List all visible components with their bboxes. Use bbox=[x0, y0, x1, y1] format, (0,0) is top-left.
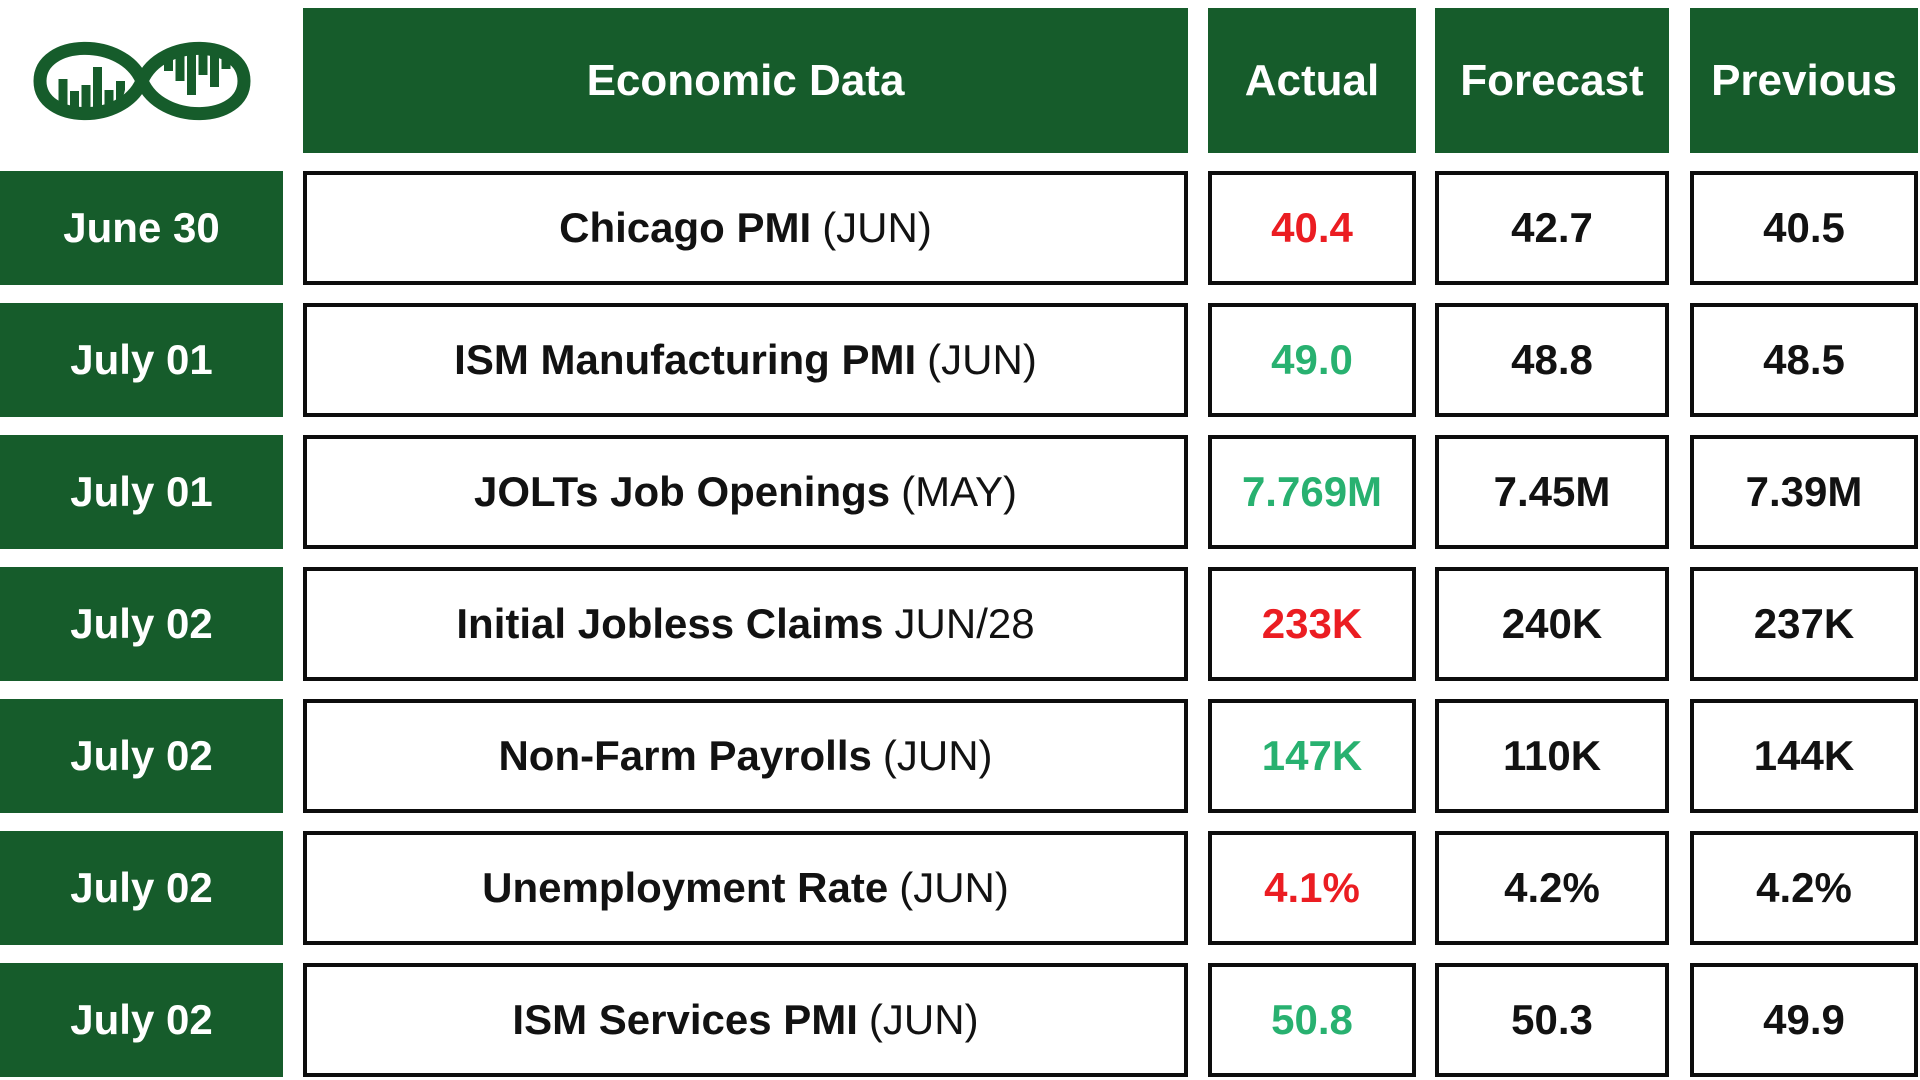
date-cell-unemployment-rate: July 02 bbox=[0, 831, 283, 945]
actual-cell: 233K bbox=[1208, 567, 1416, 681]
forecast-cell: 110K bbox=[1435, 699, 1669, 813]
indicator-name: Unemployment Rate bbox=[482, 864, 889, 911]
date-label: July 01 bbox=[70, 336, 213, 383]
indicator-cell-ism-manufacturing: ISM Manufacturing PMI (JUN) bbox=[303, 303, 1188, 417]
actual-cell: 147K bbox=[1208, 699, 1416, 813]
actual-cell: 4.1% bbox=[1208, 831, 1416, 945]
actual-value: 4.1% bbox=[1264, 864, 1360, 911]
date-cell-nonfarm-payrolls: July 02 bbox=[0, 699, 283, 813]
forecast-cell: 7.45M bbox=[1435, 435, 1669, 549]
previous-cell: 4.2% bbox=[1690, 831, 1918, 945]
previous-value: 7.39M bbox=[1745, 468, 1863, 515]
previous-cell: 144K bbox=[1690, 699, 1918, 813]
header-previous-label: Previous bbox=[1711, 55, 1897, 105]
date-cell-jobless-claims: July 02 bbox=[0, 567, 283, 681]
indicator-cell-ism-services: ISM Services PMI (JUN) bbox=[303, 963, 1188, 1077]
indicator-name: Initial Jobless Claims bbox=[456, 600, 884, 647]
indicator-name: Chicago PMI bbox=[559, 204, 812, 251]
date-label: July 02 bbox=[70, 600, 213, 647]
forecast-cell: 48.8 bbox=[1435, 303, 1669, 417]
indicator-cell-chicago-pmi: Chicago PMI (JUN) bbox=[303, 171, 1188, 285]
header-economic-data: Economic Data bbox=[303, 8, 1188, 153]
date-label: June 30 bbox=[63, 204, 220, 251]
previous-value: 144K bbox=[1753, 732, 1855, 779]
previous-value: 4.2% bbox=[1756, 864, 1852, 911]
actual-value: 147K bbox=[1261, 732, 1363, 779]
forecast-value: 50.3 bbox=[1511, 996, 1593, 1043]
actual-value: 49.0 bbox=[1271, 336, 1353, 383]
previous-value: 40.5 bbox=[1763, 204, 1845, 251]
header-forecast: Forecast bbox=[1435, 8, 1669, 153]
actual-value: 7.769M bbox=[1241, 468, 1383, 515]
indicator-period: (MAY) bbox=[901, 468, 1018, 515]
date-label: July 02 bbox=[70, 996, 213, 1043]
actual-cell: 49.0 bbox=[1208, 303, 1416, 417]
previous-cell: 48.5 bbox=[1690, 303, 1918, 417]
indicator-period: (JUN) bbox=[927, 336, 1037, 383]
previous-cell: 7.39M bbox=[1690, 435, 1918, 549]
forecast-value: 110K bbox=[1502, 732, 1602, 779]
forecast-value: 42.7 bbox=[1511, 204, 1593, 251]
previous-value: 49.9 bbox=[1763, 996, 1845, 1043]
date-cell-chicago-pmi: June 30 bbox=[0, 171, 283, 285]
previous-value: 237K bbox=[1753, 600, 1855, 647]
indicator-period: (JUN) bbox=[882, 732, 993, 779]
date-label: July 02 bbox=[70, 732, 213, 779]
actual-cell: 40.4 bbox=[1208, 171, 1416, 285]
date-cell-ism-services: July 02 bbox=[0, 963, 283, 1077]
indicator-period: JUN/28 bbox=[894, 600, 1035, 647]
actual-value: 50.8 bbox=[1271, 996, 1353, 1043]
indicator-period: (JUN) bbox=[868, 996, 979, 1043]
indicator-name: JOLTs Job Openings bbox=[473, 468, 891, 515]
previous-cell: 49.9 bbox=[1690, 963, 1918, 1077]
indicator-cell-jobless-claims: Initial Jobless Claims JUN/28 bbox=[303, 567, 1188, 681]
indicator-cell-unemployment-rate: Unemployment Rate (JUN) bbox=[303, 831, 1188, 945]
actual-value: 40.4 bbox=[1271, 204, 1353, 251]
header-actual-label: Actual bbox=[1244, 55, 1380, 105]
date-cell-ism-manufacturing: July 01 bbox=[0, 303, 283, 417]
indicator-name: ISM Manufacturing PMI bbox=[454, 336, 917, 383]
logo-cell bbox=[0, 8, 283, 153]
forecast-cell: 4.2% bbox=[1435, 831, 1669, 945]
forecast-value: 48.8 bbox=[1511, 336, 1593, 383]
previous-cell: 40.5 bbox=[1690, 171, 1918, 285]
forecast-cell: 240K bbox=[1435, 567, 1669, 681]
infinity-bar-chart-logo-icon bbox=[32, 41, 251, 120]
forecast-value: 4.2% bbox=[1504, 864, 1600, 911]
indicator-name: Non-Farm Payrolls bbox=[498, 732, 872, 779]
forecast-value: 240K bbox=[1501, 600, 1603, 647]
header-actual: Actual bbox=[1208, 8, 1416, 153]
date-cell-jolts: July 01 bbox=[0, 435, 283, 549]
actual-value: 233K bbox=[1261, 600, 1363, 647]
header-forecast-label: Forecast bbox=[1460, 55, 1644, 105]
previous-value: 48.5 bbox=[1763, 336, 1845, 383]
indicator-period: (JUN) bbox=[899, 864, 1009, 911]
forecast-value: 7.45M bbox=[1493, 468, 1611, 515]
indicator-cell-nonfarm-payrolls: Non-Farm Payrolls (JUN) bbox=[303, 699, 1188, 813]
header-previous: Previous bbox=[1690, 8, 1918, 153]
indicator-cell-jolts: JOLTs Job Openings (MAY) bbox=[303, 435, 1188, 549]
date-label: July 01 bbox=[70, 468, 213, 515]
previous-cell: 237K bbox=[1690, 567, 1918, 681]
header-economic-data-label: Economic Data bbox=[586, 55, 905, 105]
actual-cell: 50.8 bbox=[1208, 963, 1416, 1077]
forecast-cell: 42.7 bbox=[1435, 171, 1669, 285]
indicator-period: (JUN) bbox=[822, 204, 932, 251]
date-label: July 02 bbox=[70, 864, 213, 911]
indicator-name: ISM Services PMI bbox=[512, 996, 858, 1043]
actual-cell: 7.769M bbox=[1208, 435, 1416, 549]
forecast-cell: 50.3 bbox=[1435, 963, 1669, 1077]
